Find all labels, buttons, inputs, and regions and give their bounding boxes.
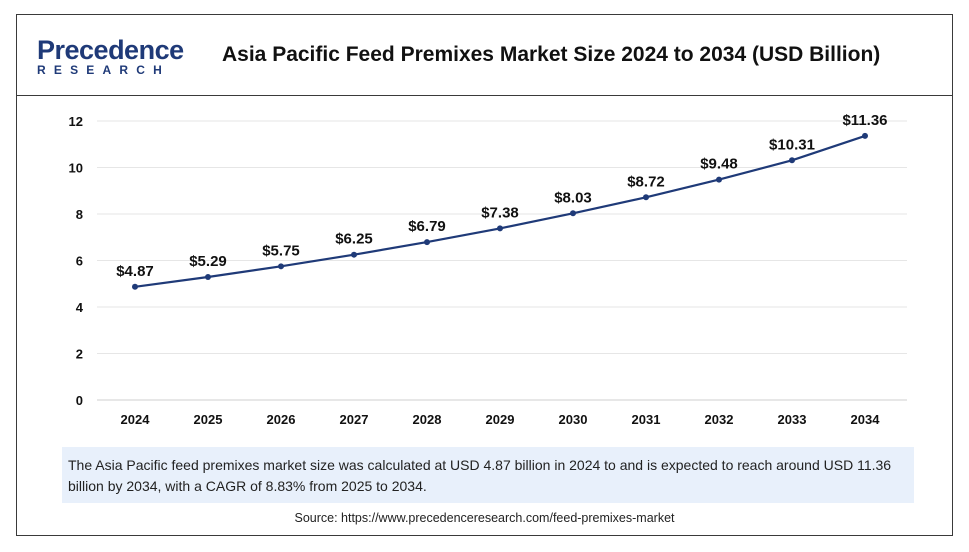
x-tick-label: 2033 [778,412,807,427]
y-tick-label: 8 [76,207,83,222]
y-tick-label: 10 [69,161,83,176]
summary-note: The Asia Pacific feed premixes market si… [62,447,914,503]
data-point [716,176,722,183]
data-label: $11.36 [842,112,887,129]
x-tick-label: 2024 [121,412,151,427]
logo-wordmark: Precedence [37,35,184,65]
y-tick-label: 6 [76,254,83,269]
chart-frame: Precedence RESEARCH Asia Pacific Feed Pr… [16,14,953,536]
data-label: $8.72 [627,173,665,190]
data-point [497,225,503,232]
source-text: Source: https://www.precedenceresearch.c… [294,511,675,525]
data-point [351,251,357,258]
header: Precedence RESEARCH Asia Pacific Feed Pr… [17,15,952,96]
data-point [862,132,868,139]
data-point [205,274,211,281]
data-label: $8.03 [554,189,592,206]
data-label: $5.75 [262,242,300,259]
logo-subtext: RESEARCH [37,63,170,77]
chart-title: Asia Pacific Feed Premixes Market Size 2… [222,43,881,66]
data-label: $9.48 [700,156,738,173]
x-tick-label: 2025 [194,412,223,427]
data-point [132,283,138,290]
y-tick-label: 2 [76,347,83,362]
data-label: $4.87 [116,263,154,280]
data-point [643,194,649,201]
data-label: $6.79 [408,218,446,235]
data-label: $5.29 [189,253,227,270]
y-tick-label: 12 [69,114,83,129]
data-label: $7.38 [481,204,519,221]
data-label: $6.25 [335,231,373,248]
x-tick-label: 2032 [705,412,734,427]
x-tick-label: 2028 [413,412,442,427]
line-chart: 0 2 4 6 8 10 12 2024 2025 2026 2027 2028 2029 2030 203… [69,112,907,427]
data-label: $10.31 [769,136,815,153]
x-tick-label: 2031 [632,412,661,427]
x-tick-label: 2029 [486,412,515,427]
y-tick-label: 4 [76,300,84,315]
data-point [789,157,795,164]
data-point [424,239,430,246]
x-tick-label: 2034 [851,412,881,427]
data-point [570,210,576,217]
y-tick-label: 0 [76,393,83,408]
x-tick-label: 2030 [559,412,588,427]
data-point [278,263,284,270]
logo: Precedence RESEARCH [37,35,187,79]
x-tick-label: 2027 [340,412,369,427]
x-tick-label: 2026 [267,412,296,427]
